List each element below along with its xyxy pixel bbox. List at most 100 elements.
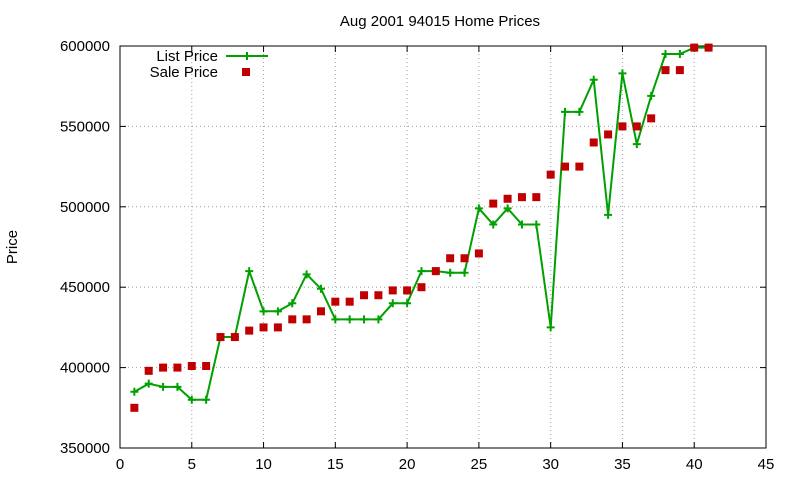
list-price-point bbox=[632, 140, 641, 149]
x-tick-label: 20 bbox=[399, 456, 416, 473]
list-price-point bbox=[546, 323, 555, 332]
list-price-point bbox=[675, 50, 684, 59]
list-price-point bbox=[374, 315, 383, 324]
sale-price-point bbox=[532, 193, 541, 202]
sale-price-point bbox=[675, 66, 684, 75]
x-tick-label: 45 bbox=[758, 456, 775, 473]
list-price-point bbox=[130, 387, 139, 396]
x-tick-label: 15 bbox=[327, 456, 344, 473]
sale-price-point bbox=[230, 333, 239, 342]
sale-price-point bbox=[316, 307, 325, 316]
series-list-price bbox=[130, 43, 713, 404]
grid bbox=[120, 46, 766, 448]
sale-price-point bbox=[546, 170, 555, 179]
list-price-point bbox=[173, 382, 182, 391]
y-tick-label: 400000 bbox=[60, 360, 110, 377]
y-axis-label: Price bbox=[4, 230, 21, 264]
sale-price-point bbox=[618, 122, 627, 131]
sale-price-point bbox=[202, 361, 211, 370]
list-price-point bbox=[604, 210, 613, 219]
sale-price-point bbox=[517, 193, 526, 202]
series-layer bbox=[130, 43, 713, 412]
legend-swatch-marker bbox=[243, 52, 251, 60]
sale-price-point bbox=[187, 361, 196, 370]
legend-label: List Price bbox=[156, 48, 218, 65]
list-price-point bbox=[273, 307, 282, 316]
sale-price-point bbox=[130, 403, 139, 412]
list-price-point bbox=[159, 382, 168, 391]
list-price-point bbox=[388, 299, 397, 308]
list-price-point bbox=[144, 379, 153, 388]
sale-price-point bbox=[245, 326, 254, 335]
sale-price-point bbox=[388, 286, 397, 295]
list-price-point bbox=[474, 204, 483, 213]
list-price-point bbox=[489, 220, 498, 229]
sale-price-point bbox=[460, 254, 469, 263]
list-price-point bbox=[187, 395, 196, 404]
list-price-point bbox=[647, 91, 656, 100]
list-price-point bbox=[360, 315, 369, 324]
sale-price-point bbox=[704, 43, 713, 52]
list-price-point bbox=[503, 204, 512, 213]
sale-price-point bbox=[331, 297, 340, 306]
x-tick-label: 40 bbox=[686, 456, 703, 473]
list-price-point bbox=[417, 267, 426, 276]
sale-price-point bbox=[360, 291, 369, 300]
list-price-point bbox=[245, 267, 254, 276]
sale-price-point bbox=[647, 114, 656, 123]
sale-price-point bbox=[302, 315, 311, 324]
sale-price-point bbox=[575, 162, 584, 171]
sale-price-point bbox=[690, 43, 699, 52]
plot-frame bbox=[119, 45, 767, 449]
sale-price-point bbox=[431, 267, 440, 276]
sale-price-point bbox=[632, 122, 641, 131]
sale-price-point bbox=[159, 363, 168, 372]
legend-swatch-marker bbox=[242, 68, 250, 76]
sale-price-point bbox=[446, 254, 455, 263]
x-tick-label: 25 bbox=[471, 456, 488, 473]
sale-price-point bbox=[474, 249, 483, 258]
list-price-point bbox=[532, 220, 541, 229]
list-price-point bbox=[331, 315, 340, 324]
y-tick-label: 550000 bbox=[60, 118, 110, 135]
x-tick-label: 0 bbox=[116, 456, 124, 473]
sale-price-point bbox=[259, 323, 268, 332]
sale-price-point bbox=[589, 138, 598, 147]
sale-price-point bbox=[144, 366, 153, 375]
y-tick-label: 600000 bbox=[60, 38, 110, 55]
sale-price-point bbox=[173, 363, 182, 372]
axis-ticks: 0 5 10 15 20 25 30 35 40 45 350000 400000 450000 5000… bbox=[60, 38, 774, 473]
sale-price-point bbox=[604, 130, 613, 139]
list-price-point bbox=[460, 268, 469, 277]
list-price-point bbox=[589, 75, 598, 84]
y-tick-label: 450000 bbox=[60, 279, 110, 296]
x-tick-label: 10 bbox=[255, 456, 272, 473]
sale-price-point bbox=[417, 283, 426, 292]
series-sale-price bbox=[130, 43, 713, 412]
x-tick-label: 30 bbox=[542, 456, 559, 473]
list-price-point bbox=[259, 307, 268, 316]
list-price-point bbox=[403, 299, 412, 308]
sale-price-point bbox=[403, 286, 412, 295]
legend-label: Sale Price bbox=[150, 64, 218, 81]
list-price-point bbox=[618, 69, 627, 78]
list-price-point bbox=[575, 107, 584, 116]
sale-price-point bbox=[561, 162, 570, 171]
sale-price-point bbox=[273, 323, 282, 332]
list-price-point bbox=[202, 395, 211, 404]
list-price-point bbox=[345, 315, 354, 324]
x-tick-label: 35 bbox=[614, 456, 631, 473]
list-price-point bbox=[288, 299, 297, 308]
sale-price-point bbox=[489, 199, 498, 208]
sale-price-point bbox=[374, 291, 383, 300]
sale-price-point bbox=[216, 333, 225, 342]
y-tick-label: 350000 bbox=[60, 440, 110, 457]
sale-price-point bbox=[661, 66, 670, 75]
sale-price-point bbox=[503, 194, 512, 203]
x-tick-label: 5 bbox=[188, 456, 196, 473]
y-tick-label: 500000 bbox=[60, 199, 110, 216]
list-price-point bbox=[561, 107, 570, 116]
list-price-point bbox=[302, 270, 311, 279]
